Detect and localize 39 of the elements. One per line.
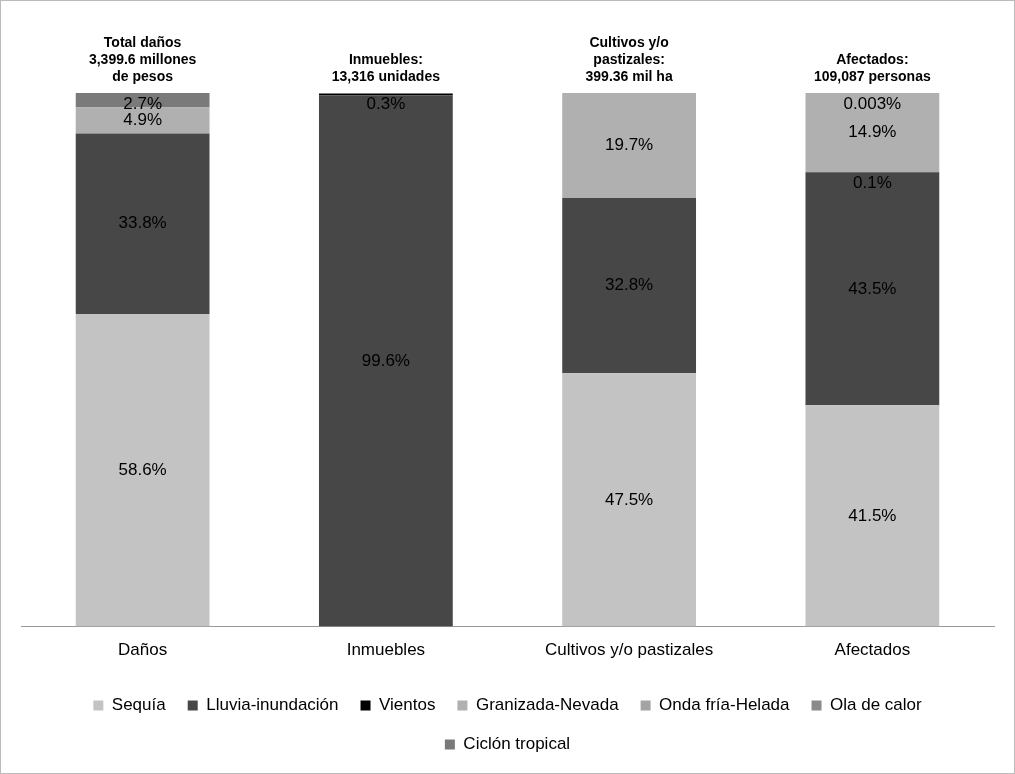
bar: [805, 173, 940, 406]
x-tick-label: Afectados: [834, 640, 911, 660]
bar: [805, 405, 940, 627]
legend-label: Ola de calor: [830, 695, 923, 715]
text: Inmuebles: 13,316 unidades: [331, 51, 441, 84]
x-tick-label: Inmuebles: [346, 640, 426, 660]
legend-label: Ciclón tropical: [463, 734, 571, 754]
data-label: 43.5%: [848, 278, 897, 298]
data-label: 0.3%: [366, 94, 406, 114]
bar: [562, 198, 697, 374]
bar: [562, 373, 697, 627]
text: Afectados: 109,087 personas: [814, 51, 931, 84]
data-label: 58.6%: [118, 459, 167, 479]
legend-label: Granizada-Nevada: [475, 695, 620, 715]
legend-label: Onda fría-Helada: [659, 695, 791, 715]
legend-label: Sequía: [111, 695, 167, 715]
data-label: 33.8%: [118, 213, 167, 233]
data-label: 4.9%: [123, 110, 162, 130]
data-label: 41.5%: [848, 505, 897, 525]
x-tick-label: Daños: [118, 640, 168, 660]
data-label: 19.7%: [605, 135, 654, 155]
bar: [75, 107, 210, 134]
text: Total daños 3,399.6 millones de pesos: [88, 34, 197, 84]
data-label: 0.1%: [853, 173, 892, 193]
bar: [75, 133, 210, 314]
bar: [75, 313, 210, 627]
legend-label: Lluvia-inundación: [206, 695, 339, 715]
data-label: 2.7%: [123, 93, 162, 113]
legend-label: Vientos: [379, 695, 436, 715]
data-label: 0.003%: [843, 93, 902, 113]
x-tick-label: Cultivos y/o pastizales: [545, 640, 714, 660]
bar: [805, 93, 940, 173]
bar: [318, 95, 453, 627]
text: Cultivos y/o pastizales: 399.36 mil ha: [585, 34, 673, 84]
data-label: 99.6%: [361, 350, 410, 370]
data-label: 32.8%: [605, 275, 654, 295]
bar: [562, 93, 697, 199]
data-label: 47.5%: [605, 489, 654, 509]
data-label: 14.9%: [848, 122, 897, 142]
